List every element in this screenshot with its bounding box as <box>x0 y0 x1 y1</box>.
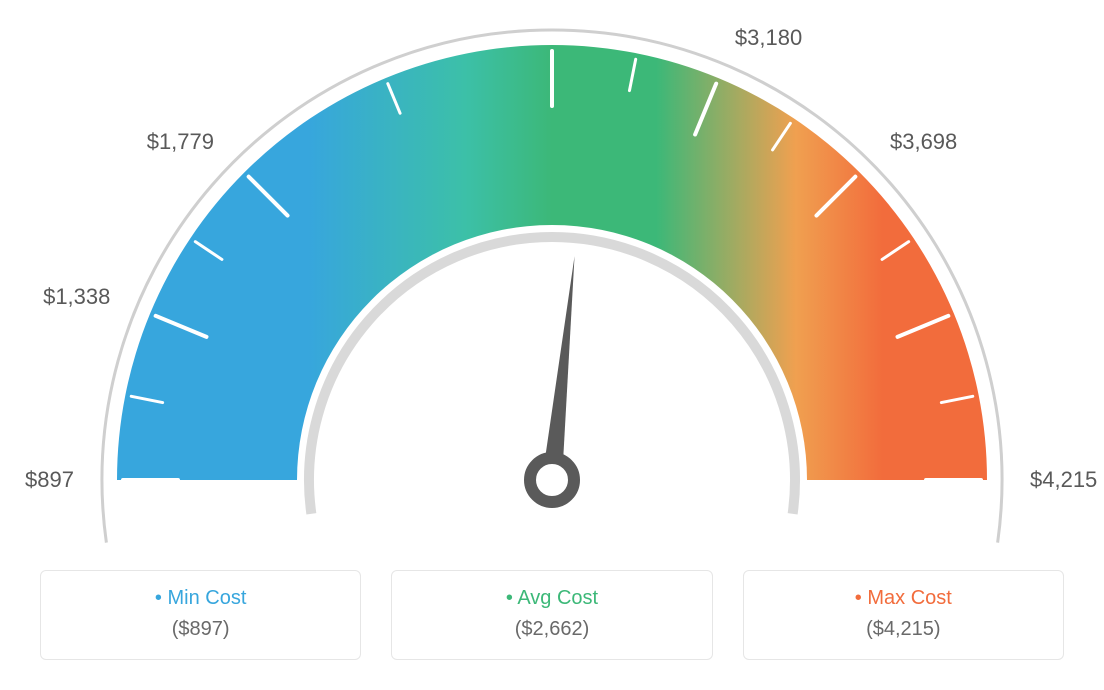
gauge-tick-label: $4,215 <box>1030 467 1097 493</box>
legend-box-avg: Avg Cost ($2,662) <box>391 570 712 660</box>
legend-value-max: ($4,215) <box>754 618 1053 641</box>
legend: Min Cost ($897) Avg Cost ($2,662) Max Cost ($… <box>40 570 1064 660</box>
legend-value-avg: ($2,662) <box>402 618 701 641</box>
legend-box-max: Max Cost ($4,215) <box>743 570 1064 660</box>
gauge-area: $897$1,338$1,779$2,662$3,180$3,698$4,215 <box>0 0 1104 560</box>
gauge-needle <box>542 256 574 481</box>
gauge-tick-label: $897 <box>25 467 74 493</box>
legend-box-min: Min Cost ($897) <box>40 570 361 660</box>
gauge-tick-label: $1,779 <box>147 129 214 155</box>
legend-title-avg: Avg Cost <box>402 587 701 610</box>
legend-value-min: ($897) <box>51 618 350 641</box>
cost-gauge-widget: $897$1,338$1,779$2,662$3,180$3,698$4,215… <box>0 0 1104 690</box>
gauge-hub <box>530 458 574 502</box>
gauge-tick-label: $3,698 <box>890 129 957 155</box>
gauge-svg <box>0 0 1104 560</box>
legend-title-min: Min Cost <box>51 587 350 610</box>
gauge-tick-label: $3,180 <box>735 25 802 51</box>
gauge-tick-label: $1,338 <box>43 284 110 310</box>
legend-title-max: Max Cost <box>754 587 1053 610</box>
